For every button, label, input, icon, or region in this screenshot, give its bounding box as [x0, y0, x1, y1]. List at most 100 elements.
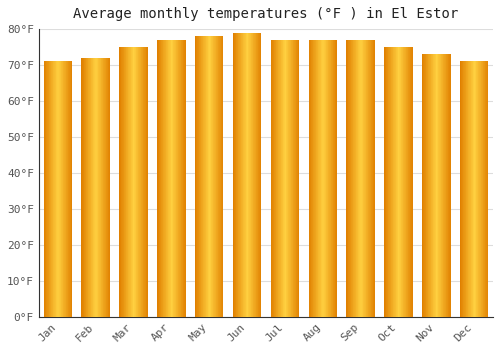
Bar [408, 47, 409, 317]
Bar [282, 40, 283, 317]
Bar [239, 33, 240, 317]
Bar [356, 40, 357, 317]
Bar [109, 58, 110, 317]
Bar [146, 47, 147, 317]
Bar [136, 47, 137, 317]
Bar [357, 40, 358, 317]
Bar [178, 40, 179, 317]
Bar [249, 33, 250, 317]
Bar [460, 62, 462, 317]
Bar [358, 40, 359, 317]
Bar [369, 40, 370, 317]
Bar [209, 36, 210, 317]
Bar [297, 40, 298, 317]
Bar [427, 54, 428, 317]
Bar [354, 40, 355, 317]
Bar [394, 47, 395, 317]
Bar [67, 62, 68, 317]
Bar [346, 40, 347, 317]
Bar [352, 40, 353, 317]
Bar [485, 62, 486, 317]
Title: Average monthly temperatures (°F ) in El Estor: Average monthly temperatures (°F ) in El… [74, 7, 458, 21]
Bar [360, 40, 362, 317]
Bar [309, 40, 310, 317]
Bar [233, 33, 234, 317]
Bar [438, 54, 439, 317]
Bar [463, 62, 464, 317]
Bar [329, 40, 330, 317]
Bar [179, 40, 180, 317]
Bar [127, 47, 128, 317]
Bar [236, 33, 237, 317]
Bar [257, 33, 258, 317]
Bar [364, 40, 365, 317]
Bar [318, 40, 319, 317]
Bar [69, 62, 70, 317]
Bar [429, 54, 430, 317]
Bar [235, 33, 236, 317]
Bar [279, 40, 280, 317]
Bar [49, 62, 50, 317]
Bar [397, 47, 398, 317]
Bar [219, 36, 220, 317]
Bar [395, 47, 396, 317]
Bar [428, 54, 429, 317]
Bar [282, 40, 284, 317]
Bar [240, 33, 242, 317]
Bar [437, 54, 438, 317]
Bar [289, 40, 290, 317]
Bar [371, 40, 372, 317]
Bar [295, 40, 296, 317]
Bar [44, 62, 45, 317]
Bar [402, 47, 404, 317]
Bar [465, 62, 466, 317]
Bar [313, 40, 314, 317]
Bar [92, 58, 93, 317]
Bar [440, 54, 442, 317]
Bar [482, 62, 484, 317]
Bar [447, 54, 448, 317]
Bar [208, 36, 209, 317]
Bar [434, 54, 435, 317]
Bar [98, 58, 99, 317]
Bar [94, 58, 95, 317]
Bar [435, 54, 436, 317]
Bar [470, 62, 472, 317]
Bar [256, 33, 257, 317]
Bar [392, 47, 393, 317]
Bar [92, 58, 94, 317]
Bar [59, 62, 60, 317]
Bar [326, 40, 327, 317]
Bar [286, 40, 287, 317]
Bar [196, 36, 197, 317]
Bar [142, 47, 144, 317]
Bar [217, 36, 218, 317]
Bar [370, 40, 372, 317]
Bar [85, 58, 86, 317]
Bar [167, 40, 168, 317]
Bar [218, 36, 219, 317]
Bar [389, 47, 390, 317]
Bar [185, 40, 186, 317]
Bar [476, 62, 477, 317]
Bar [353, 40, 354, 317]
Bar [169, 40, 170, 317]
Bar [448, 54, 449, 317]
Bar [158, 40, 160, 317]
Bar [145, 47, 146, 317]
Bar [123, 47, 124, 317]
Bar [202, 36, 203, 317]
Bar [180, 40, 182, 317]
Bar [449, 54, 450, 317]
Bar [144, 47, 145, 317]
Bar [47, 62, 48, 317]
Bar [467, 62, 468, 317]
Bar [486, 62, 487, 317]
Bar [126, 47, 127, 317]
Bar [308, 40, 310, 317]
Bar [484, 62, 485, 317]
Bar [275, 40, 276, 317]
Bar [436, 54, 437, 317]
Bar [45, 62, 46, 317]
Bar [278, 40, 279, 317]
